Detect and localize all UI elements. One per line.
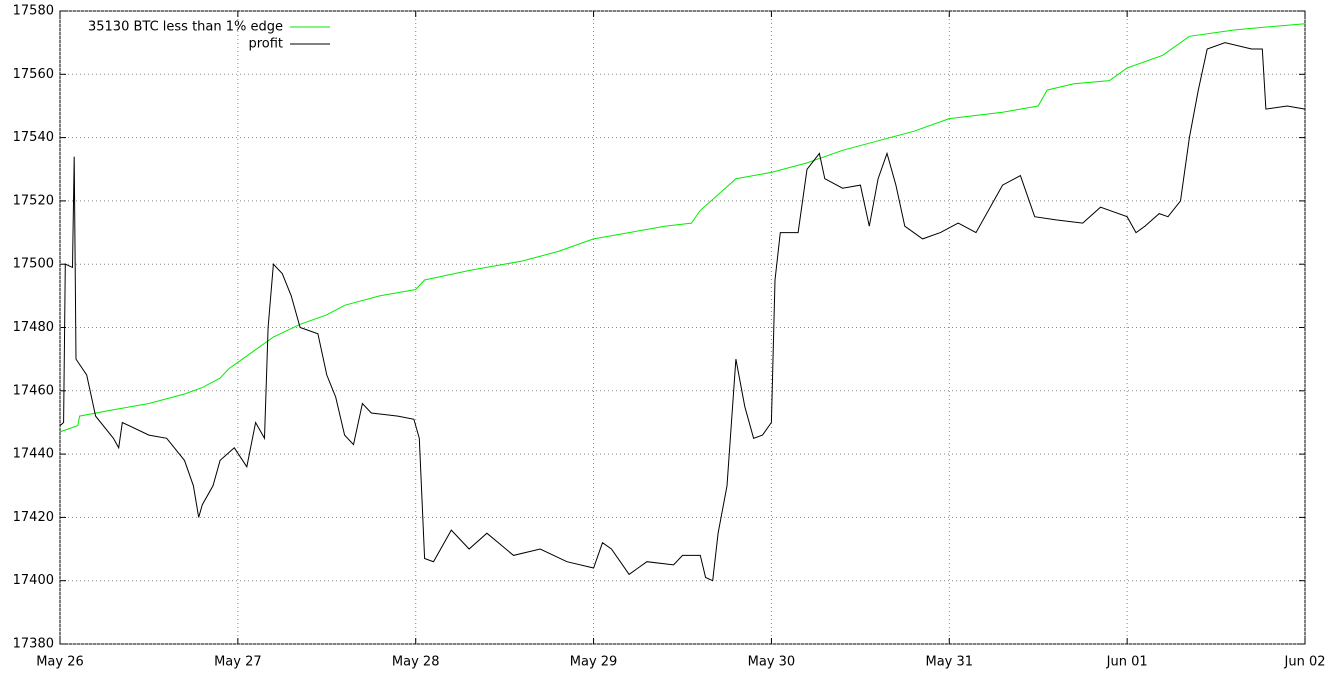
legend-label: profit xyxy=(248,37,283,52)
y-tick-label: 17440 xyxy=(13,447,54,462)
x-tick-label: May 26 xyxy=(36,655,84,670)
series-line xyxy=(59,42,1306,582)
y-tick-label: 17560 xyxy=(13,67,54,82)
series-line xyxy=(59,23,1306,433)
y-tick-label: 17400 xyxy=(13,573,54,588)
x-tick-label: Jun 02 xyxy=(1284,655,1326,670)
y-tick-label: 17380 xyxy=(13,637,54,652)
x-tick-label: May 27 xyxy=(214,655,262,670)
x-tick-label: May 29 xyxy=(570,655,618,670)
y-tick-label: 17580 xyxy=(13,4,54,19)
x-tick-label: May 31 xyxy=(926,655,974,670)
x-tick-label: May 30 xyxy=(748,655,796,670)
y-tick-label: 17500 xyxy=(13,257,54,272)
y-tick-label: 17480 xyxy=(13,320,54,335)
y-tick-label: 17420 xyxy=(13,510,54,525)
plot-frame xyxy=(59,10,1306,645)
y-tick-label: 17460 xyxy=(13,383,54,398)
x-tick-label: Jun 01 xyxy=(1106,655,1148,670)
y-tick-label: 17540 xyxy=(13,130,54,145)
y-tick-label: 17520 xyxy=(13,193,54,208)
x-tick-label: May 28 xyxy=(392,655,440,670)
legend-label: 35130 BTC less than 1% edge xyxy=(88,20,283,35)
